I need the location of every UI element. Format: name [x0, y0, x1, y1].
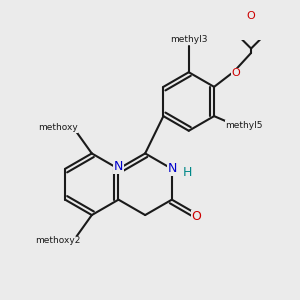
Text: O: O	[66, 123, 75, 133]
Text: O: O	[66, 236, 75, 246]
Text: methyl5: methyl5	[226, 121, 263, 130]
Text: methyl3: methyl3	[170, 35, 208, 44]
Text: methoxy2: methoxy2	[35, 236, 80, 245]
Text: N: N	[114, 160, 123, 173]
Text: H: H	[183, 167, 192, 179]
Text: N: N	[168, 162, 177, 175]
Text: O: O	[191, 210, 201, 223]
Text: O: O	[232, 68, 241, 78]
Text: methoxy: methoxy	[38, 123, 77, 132]
Text: O: O	[247, 11, 255, 21]
